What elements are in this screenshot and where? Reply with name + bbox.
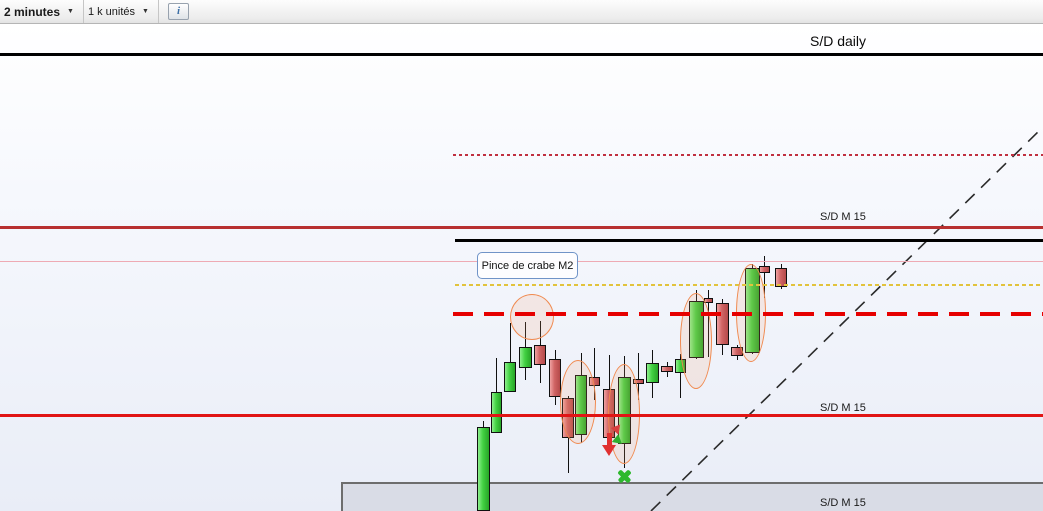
chevron-down-icon: ▼ (67, 8, 74, 15)
candle (661, 366, 673, 372)
chart-title: S/D daily (810, 33, 867, 49)
candle (549, 359, 561, 397)
red-dashed-thick-line (453, 312, 1043, 316)
units-label: 1 k unités (87, 5, 136, 18)
crab-ellipse-1 (560, 360, 596, 444)
candle (519, 347, 532, 368)
candle (491, 392, 502, 433)
sd-m15-upper-line-label: S/D M 15 (820, 211, 866, 223)
candle (504, 362, 516, 392)
crab-ellipse-3 (680, 293, 712, 389)
candle (534, 345, 546, 365)
green-cross-icon (616, 468, 633, 485)
black-resistance-line (455, 238, 1043, 242)
info-icon[interactable]: i (167, 3, 189, 20)
candle-wick (509, 323, 511, 392)
pince-de-crabe-label: Pince de crabe M2 (477, 252, 578, 279)
red-dotted-line (453, 154, 1043, 156)
yellow-dashed-line (455, 284, 1043, 286)
timeframe-dropdown[interactable]: 2 minutes ▼ (0, 0, 84, 23)
sd-m15-lower-line (0, 413, 1043, 417)
candle (759, 266, 770, 273)
sd-m15-lower-line-label: S/D M 15 (820, 402, 866, 414)
crab-circle (510, 294, 554, 340)
candle-wick (638, 353, 639, 400)
toolbar: 2 minutes ▼ 1 k unités ▼ i (0, 0, 1043, 24)
sell-arrow-icon (602, 433, 617, 457)
sd-zone (341, 482, 1043, 511)
daily-top-line (0, 52, 1043, 56)
candle (716, 303, 729, 345)
candle-wick (594, 348, 595, 400)
small-green-arrow-icon (611, 434, 626, 448)
timeframe-label: 2 minutes (4, 4, 61, 19)
chevron-down-icon: ▼ (142, 8, 149, 15)
sd-zone-label: S/D M 15 (820, 497, 866, 509)
candle (646, 363, 659, 383)
sd-m15-upper-line (0, 225, 1043, 229)
candle (477, 427, 490, 511)
units-dropdown[interactable]: 1 k unités ▼ (84, 0, 159, 23)
